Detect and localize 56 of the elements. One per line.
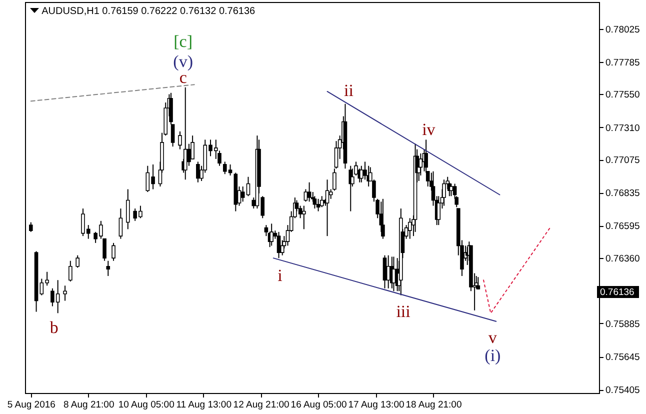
candlestick — [196, 161, 200, 183]
annotation: iii — [396, 302, 411, 321]
annotation: iv — [422, 120, 436, 139]
candlestick — [29, 222, 33, 232]
x-tick-label: 10 Aug 05:00 — [118, 400, 174, 410]
y-tick-label: 0.77550 — [606, 90, 640, 101]
annotation: i — [278, 266, 283, 285]
candlestick — [307, 182, 312, 202]
y-tick-label: 0.76360 — [606, 254, 640, 265]
candlestick — [240, 186, 245, 202]
x-tick-label: 8 Aug 21:00 — [64, 400, 114, 410]
x-tick-label: 16 Aug 05:00 — [290, 400, 347, 410]
candlestick — [126, 188, 130, 230]
chart-title: AUDUSD,H1 0.76159 0.76222 0.76132 0.76136 — [42, 6, 256, 17]
candlestick — [320, 196, 324, 208]
candlestick — [276, 231, 281, 259]
candlestick — [408, 218, 412, 240]
x-tick-label: 11 Aug 13:00 — [176, 400, 232, 410]
candlestick — [382, 254, 387, 289]
annotation: c — [179, 68, 188, 87]
x-tick-label: 18 Aug 21:00 — [406, 400, 462, 410]
y-tick-label: 0.78025 — [606, 24, 640, 36]
candlestick — [280, 240, 284, 256]
x-tick-label: 12 Aug 21:00 — [233, 400, 290, 410]
annotation: (v) — [173, 52, 193, 71]
y-tick-label: 0.76835 — [606, 188, 640, 200]
annotation: [c] — [174, 32, 193, 51]
y-tick-label: 0.76595 — [606, 221, 640, 232]
y-tick-label: 0.75405 — [606, 385, 640, 396]
y-tick-label: 0.77075 — [606, 155, 640, 166]
annotation: b — [50, 318, 58, 337]
text: 0.76136 — [600, 287, 634, 298]
candlestick — [183, 86, 188, 180]
candlestick — [386, 254, 390, 289]
annotation: v — [488, 328, 498, 347]
x-tick-label: 5 Aug 2016 — [7, 400, 56, 410]
candlestick — [106, 260, 110, 276]
candlestick — [187, 143, 191, 166]
y-tick-label: 0.75885 — [606, 318, 640, 330]
y-tick-label: 0.77785 — [606, 57, 640, 68]
annotation: (i) — [484, 346, 501, 365]
annotation: ii — [344, 81, 354, 100]
candlestick — [316, 198, 320, 212]
candlestick — [449, 183, 454, 197]
candlestick — [302, 205, 306, 230]
y-tick-label: 0.77310 — [606, 122, 640, 134]
candlestick — [118, 208, 123, 240]
x-tick-label: 17 Aug 13:00 — [348, 400, 404, 410]
candlestick — [112, 242, 116, 262]
candlestick — [246, 176, 250, 197]
candlestick — [76, 254, 80, 268]
candlestick — [178, 130, 182, 150]
candlestick — [63, 285, 67, 302]
candlestick — [312, 196, 317, 210]
candlestick — [68, 260, 72, 282]
y-tick-label: 0.75645 — [606, 352, 640, 364]
